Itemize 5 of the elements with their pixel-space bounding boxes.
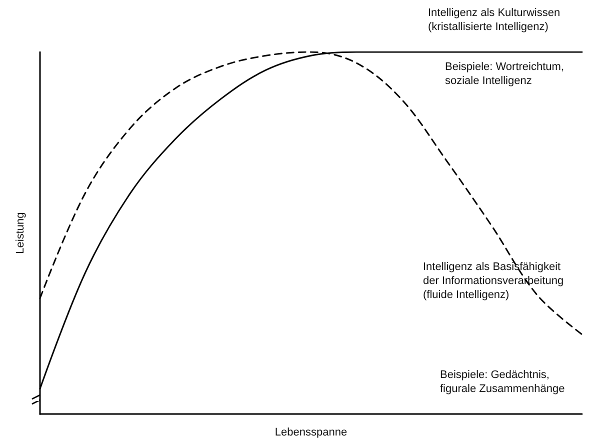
y-axis-title: Leistung	[14, 212, 26, 254]
annotation: Beispiele: Wortreichtum, soziale Intelligenz	[445, 61, 564, 87]
annotation: Beispiele: Gedächtnis, figurale Zusammenhänge	[440, 369, 565, 395]
x-axis-title: Lebensspanne	[274, 426, 348, 438]
text: Intelligenz als Kulturwissen (kristallisierte Intelligenz)	[428, 7, 560, 33]
